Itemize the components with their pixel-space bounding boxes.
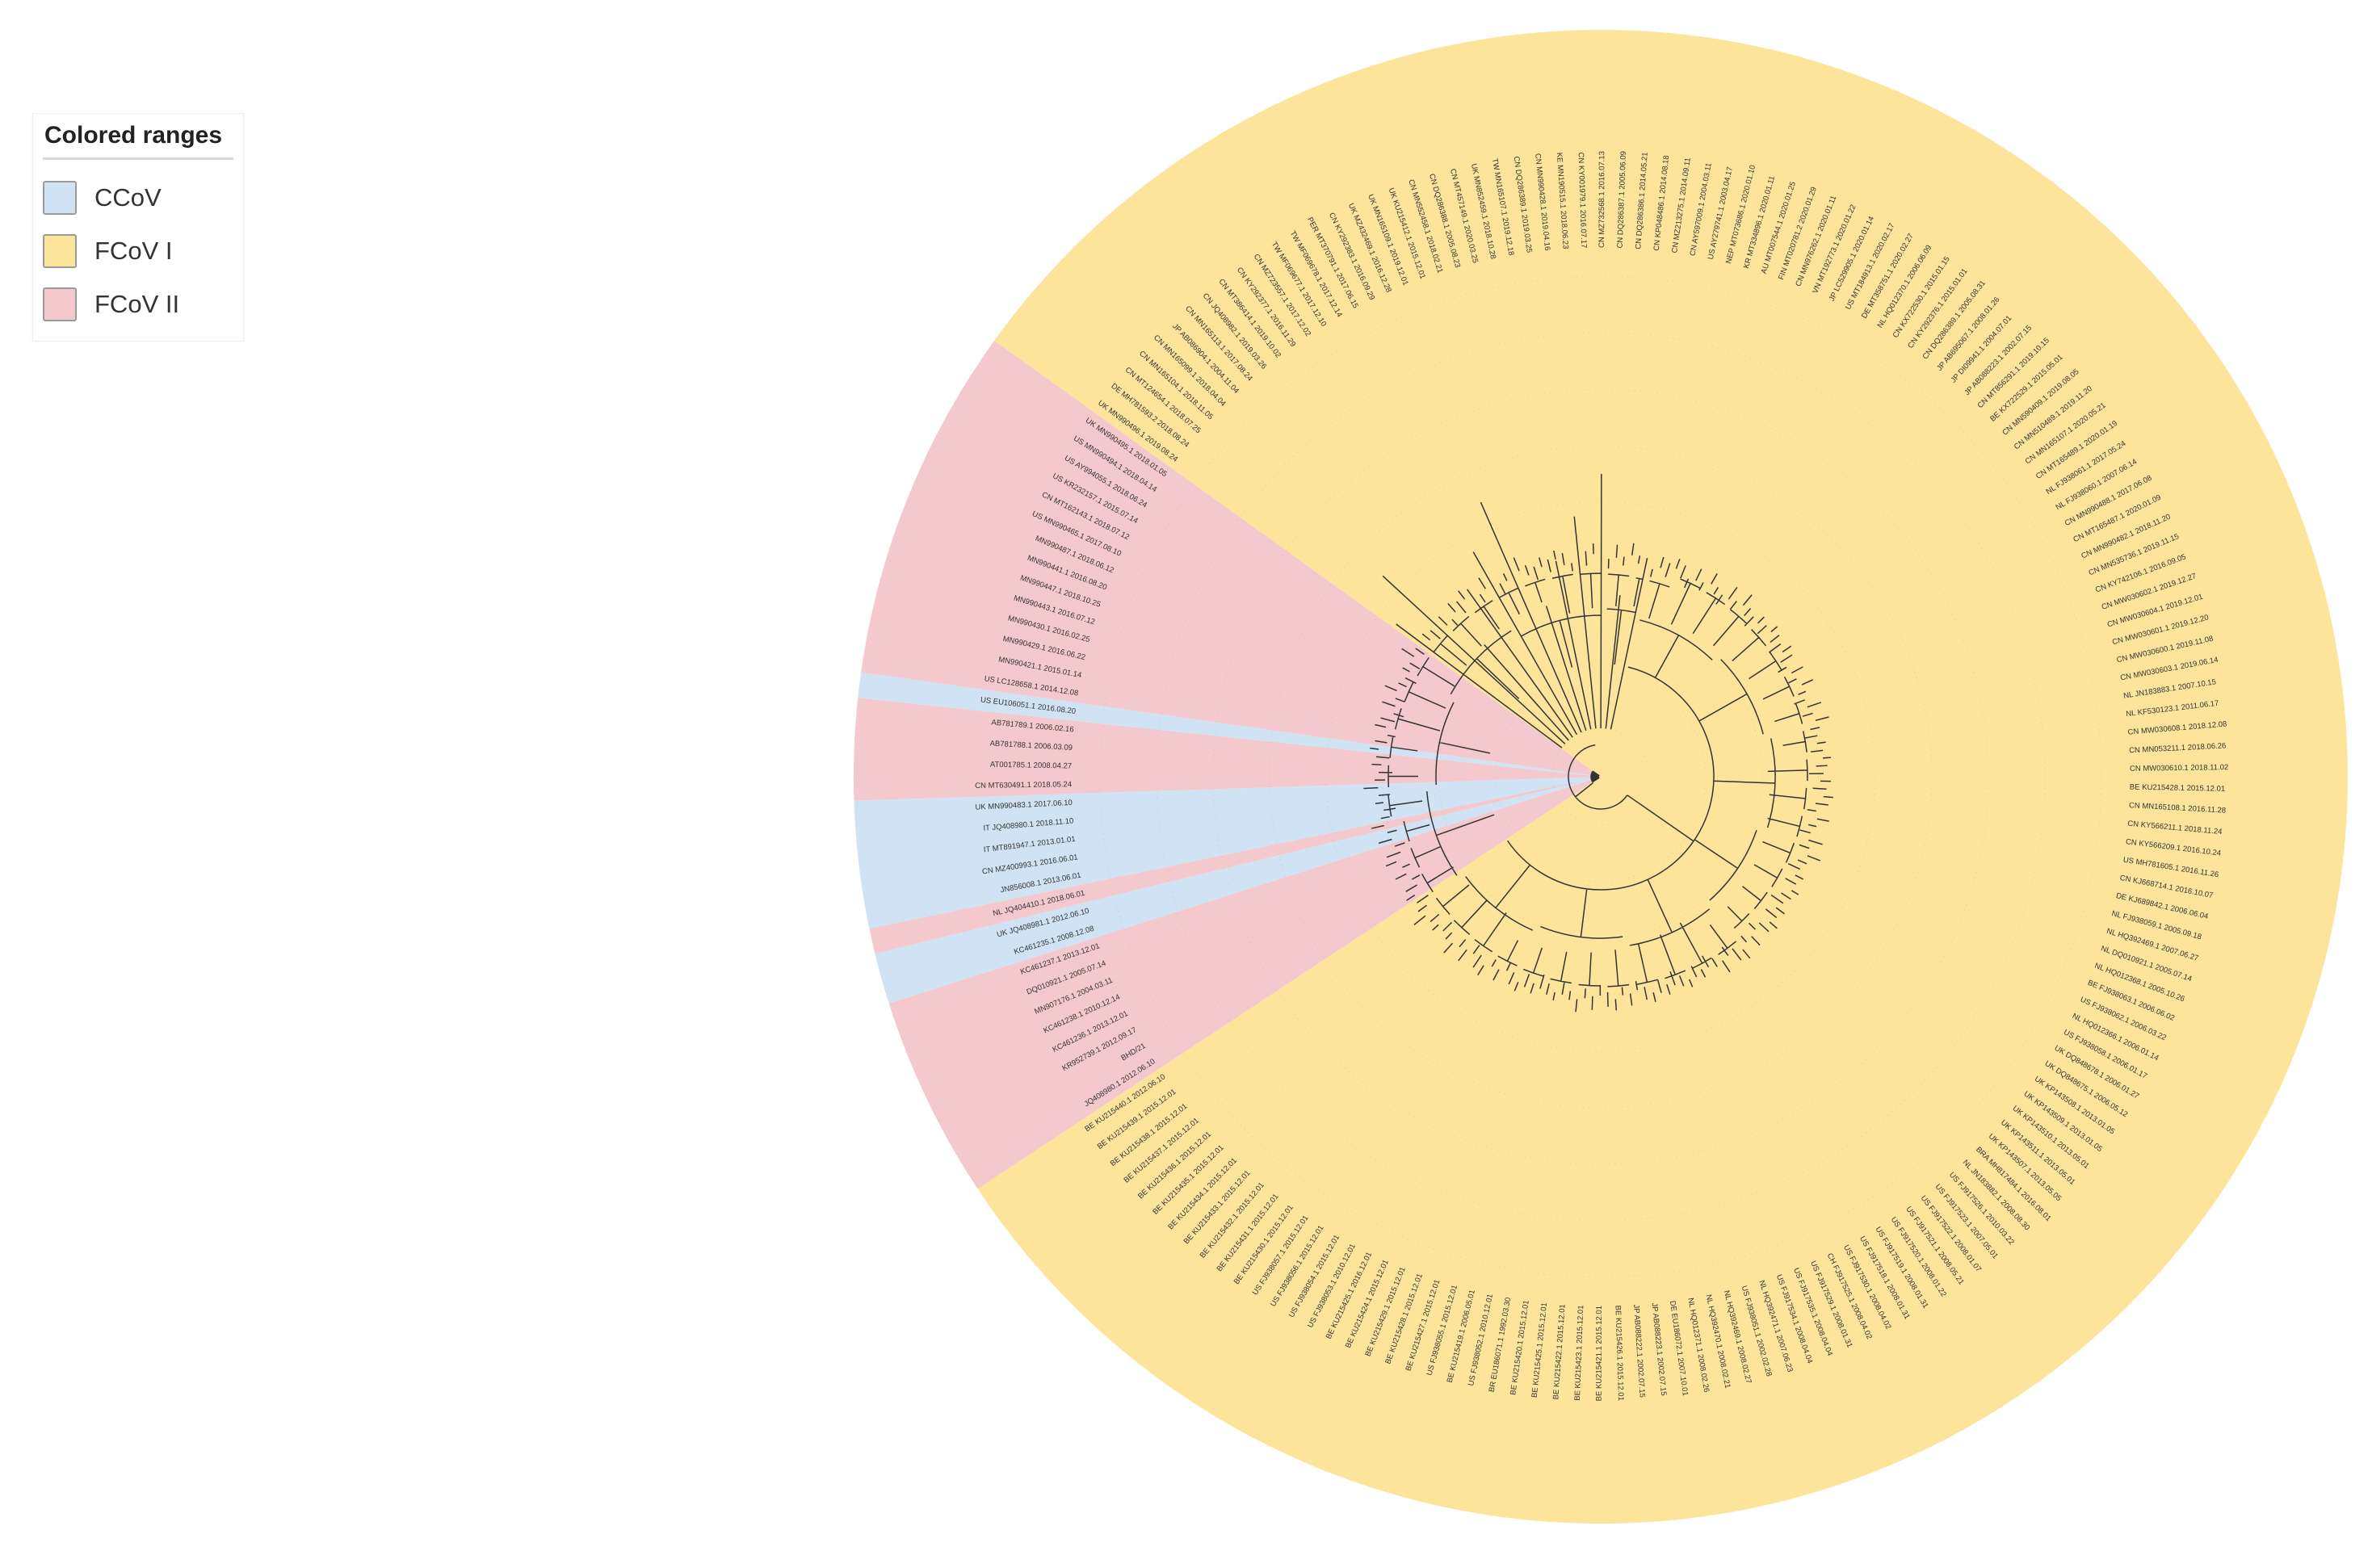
- clade-range-fcov-ii-5: [854, 698, 1601, 801]
- guide-ring-8: [1099, 275, 2102, 1278]
- guide-ring-0: [1551, 727, 1650, 826]
- leaf-label: BE KU215426.1 2015.12.01: [1613, 1305, 1625, 1401]
- legend-swatch-fcov-ii: [43, 287, 77, 321]
- clade-range-fcov-ii-1: [888, 777, 1601, 1189]
- leaf-label: BE KU215421.1 2015.12.01: [1595, 1306, 1604, 1401]
- leaf-label: AT001785.1 2008.04.27: [990, 761, 1072, 771]
- clade-range-fcov-i-8: [994, 29, 1843, 777]
- leaf-label: CN KY001979.1 2016.07.17: [1576, 152, 1589, 248]
- leaf-label: CN DQ286387.1 2005.06.09: [1616, 151, 1628, 249]
- clade-range-ccov-4: [854, 777, 1601, 929]
- guide-ring-1: [1495, 671, 1707, 883]
- guide-ring-7: [1156, 332, 2046, 1222]
- clade-range-fcov-ii-7: [861, 340, 1601, 777]
- leaf-label: CN MZ732568.1 2016.07.13: [1597, 151, 1606, 248]
- leaf-label: BE KU215423.1 2015.12.01: [1573, 1305, 1585, 1401]
- clade-range-fcov-ii-3: [869, 777, 1601, 954]
- clade-range-ccov-2: [875, 777, 1601, 1004]
- leaf-label: CN MW030610.1 2018.11.02: [2130, 763, 2229, 774]
- legend-item-fcov-i: FCoV I: [43, 224, 233, 278]
- branch-paths: [1363, 473, 1833, 1012]
- tree-branches: [1363, 473, 1833, 1012]
- guide-ring-3: [1382, 558, 1820, 996]
- legend-label-fcov-i: FCoV I: [94, 237, 173, 265]
- legend-swatch-fcov-i: [43, 234, 77, 268]
- legend-label-ccov: CCoV: [94, 183, 162, 212]
- legend-label-fcov-ii: FCoV II: [94, 290, 180, 318]
- guide-ring-5: [1269, 445, 1933, 1109]
- legend-item-ccov: CCoV: [43, 171, 233, 224]
- legend-item-fcov-ii: FCoV II: [43, 278, 233, 331]
- legend-title: Colored ranges: [43, 119, 233, 160]
- guide-rings: [1099, 275, 2102, 1278]
- guide-ring-6: [1212, 388, 1989, 1165]
- leaf-label: BE KU215428.1 2015.12.01: [2130, 783, 2226, 794]
- leaf-label: CN MT630491.1 2018.05.24: [975, 780, 1072, 790]
- guide-ring-2: [1438, 614, 1763, 939]
- legend: Colored ranges CCoV FCoV I FCoV II: [32, 113, 244, 342]
- guide-ring-4: [1325, 501, 1876, 1052]
- clade-ranges: [854, 29, 2348, 1524]
- legend-swatch-ccov: [43, 181, 77, 215]
- clade-range-fcov-i-0: [977, 48, 2348, 1524]
